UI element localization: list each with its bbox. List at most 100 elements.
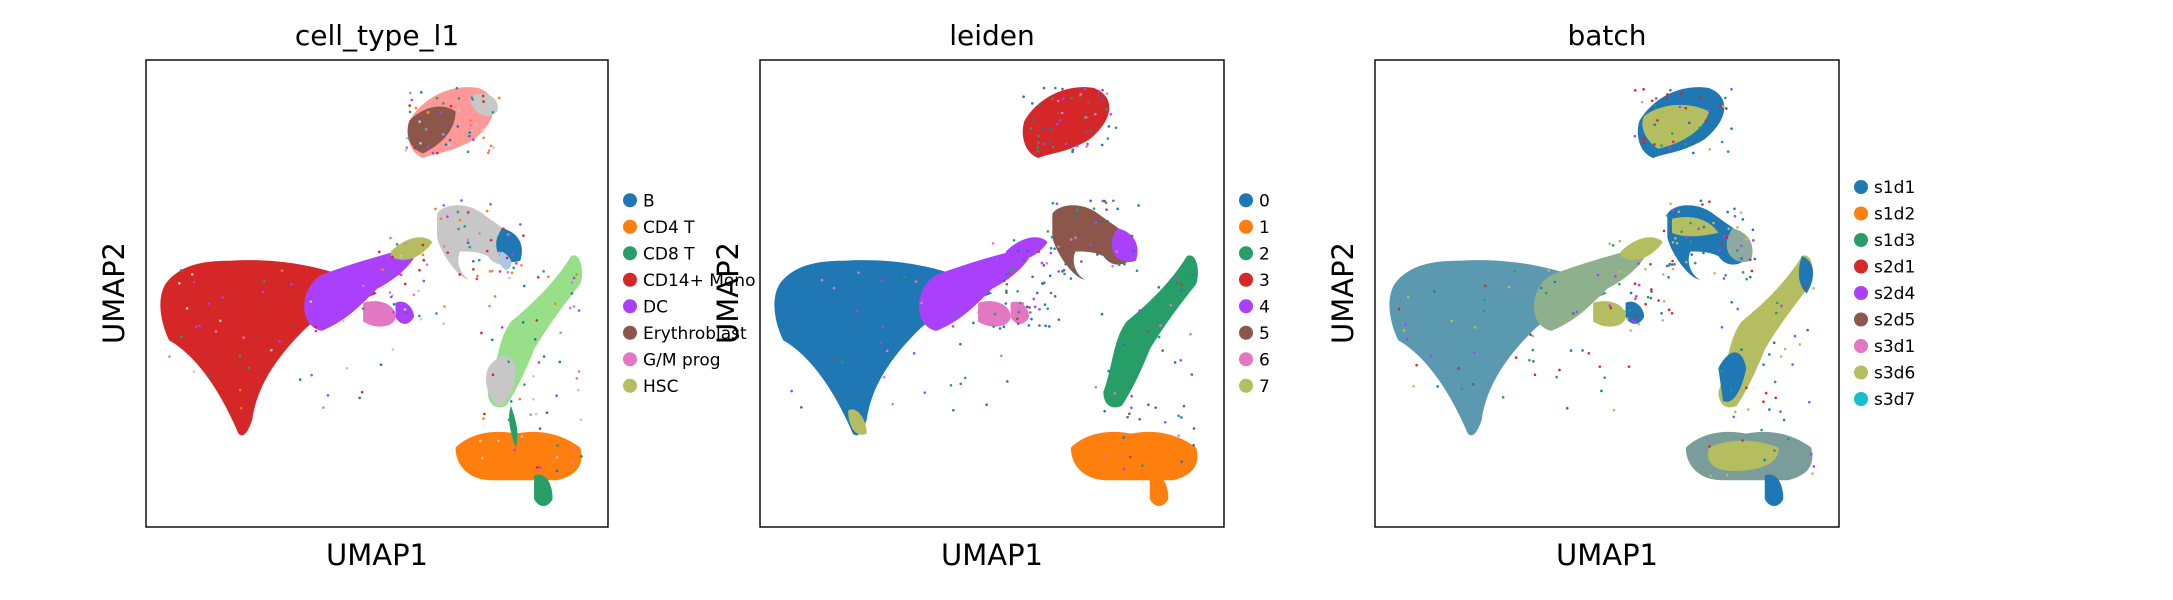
cell-point (198, 324, 201, 328)
cell-point (1075, 208, 1079, 212)
cell-point (434, 207, 437, 211)
cell-point (494, 464, 497, 467)
cell-point (836, 395, 839, 399)
cell-point (482, 417, 485, 420)
cell-point (1680, 259, 1683, 263)
cell-point (1657, 142, 1660, 145)
cell-point (993, 312, 997, 316)
cell-point (1025, 305, 1029, 309)
cell-point (174, 334, 178, 338)
cell-point (442, 204, 446, 207)
panel-batch: batch UMAP1 UMAP2 s1d1 s1d2 s1d3 s2d1 s2d4 s2… (1326, 19, 1915, 572)
cell-point (500, 326, 504, 329)
cell-point (515, 262, 518, 265)
cell-point (1667, 308, 1671, 312)
cell-point (1791, 363, 1794, 366)
cell-point (1189, 332, 1192, 336)
cell-point (828, 307, 831, 310)
cell-point (270, 348, 273, 352)
cell-point (223, 331, 227, 335)
cell-point (510, 271, 514, 275)
cell-point (1026, 249, 1029, 253)
cell-point (1060, 111, 1064, 115)
cell-point (1079, 93, 1083, 96)
cell-point (1724, 107, 1728, 110)
cell-point (1637, 262, 1640, 265)
cell-point (1036, 146, 1039, 149)
cell-point (985, 403, 988, 407)
cell-point (1533, 373, 1537, 377)
cell-point (1528, 358, 1531, 362)
cell-point (404, 148, 408, 152)
cell-point (577, 309, 581, 312)
cell-point (1629, 291, 1633, 295)
cell-point (1811, 472, 1814, 475)
cell-point (408, 104, 412, 107)
cell-point (460, 199, 463, 202)
cell-point (466, 238, 470, 242)
cell-point (1768, 353, 1771, 356)
cell-point (1647, 134, 1651, 138)
cell-point (470, 128, 473, 132)
cell-point (421, 253, 425, 257)
cell-point (1612, 408, 1616, 412)
cell-point (537, 361, 541, 364)
cell-point (391, 348, 395, 351)
cell-point (1044, 324, 1047, 328)
cell-point (457, 97, 461, 100)
cell-point (532, 397, 535, 401)
cell-point (180, 335, 183, 339)
cell-point (1751, 228, 1755, 232)
cell-point (408, 110, 412, 114)
cell-point (1627, 365, 1631, 368)
cell-point (207, 302, 210, 305)
cell-point (1575, 310, 1579, 314)
cell-point (1065, 254, 1069, 257)
cell-point (912, 352, 916, 355)
cell-point (1627, 309, 1631, 312)
cell-point (1671, 208, 1675, 212)
legend-label: s3d6 (1874, 364, 1915, 384)
cell-point (1036, 244, 1039, 248)
cell-point (475, 277, 479, 281)
cell-point (804, 328, 807, 332)
cell-point (314, 329, 318, 333)
cell-point (1614, 275, 1617, 278)
cell-point (1159, 324, 1162, 327)
cell-point (442, 102, 445, 105)
cell-point (1633, 89, 1637, 92)
cell-point (1107, 125, 1111, 128)
cell-point (1633, 282, 1637, 286)
cluster-b-light (498, 251, 512, 271)
cell-point (361, 307, 365, 310)
legend-marker (1239, 193, 1253, 208)
cell-point (1690, 248, 1693, 252)
cell-point (1436, 385, 1439, 388)
cell-point (1049, 291, 1053, 295)
cell-point (1701, 203, 1704, 206)
cell-point (1803, 286, 1807, 289)
cell-point (1042, 264, 1046, 267)
cell-point (1094, 221, 1097, 225)
cell-point (1071, 250, 1075, 253)
cell-point (457, 227, 460, 231)
cell-point (188, 277, 191, 280)
cell-point (1678, 105, 1682, 109)
cell-point (1161, 349, 1164, 352)
cluster-3 (1022, 87, 1110, 159)
cell-point (1483, 298, 1486, 302)
cell-point (491, 269, 494, 273)
cell-point (1707, 109, 1710, 112)
cell-point (238, 388, 242, 392)
cell-point (1089, 199, 1092, 203)
legend-marker (1239, 352, 1253, 367)
cell-point (1130, 234, 1134, 238)
cell-point (1005, 291, 1008, 294)
legend-label: DC (643, 297, 668, 317)
cell-point (1779, 410, 1782, 413)
legend-marker (1854, 233, 1868, 247)
cell-point (1114, 126, 1118, 130)
cell-point (1667, 264, 1671, 267)
cell-point (1063, 272, 1066, 276)
cell-point (480, 456, 484, 460)
